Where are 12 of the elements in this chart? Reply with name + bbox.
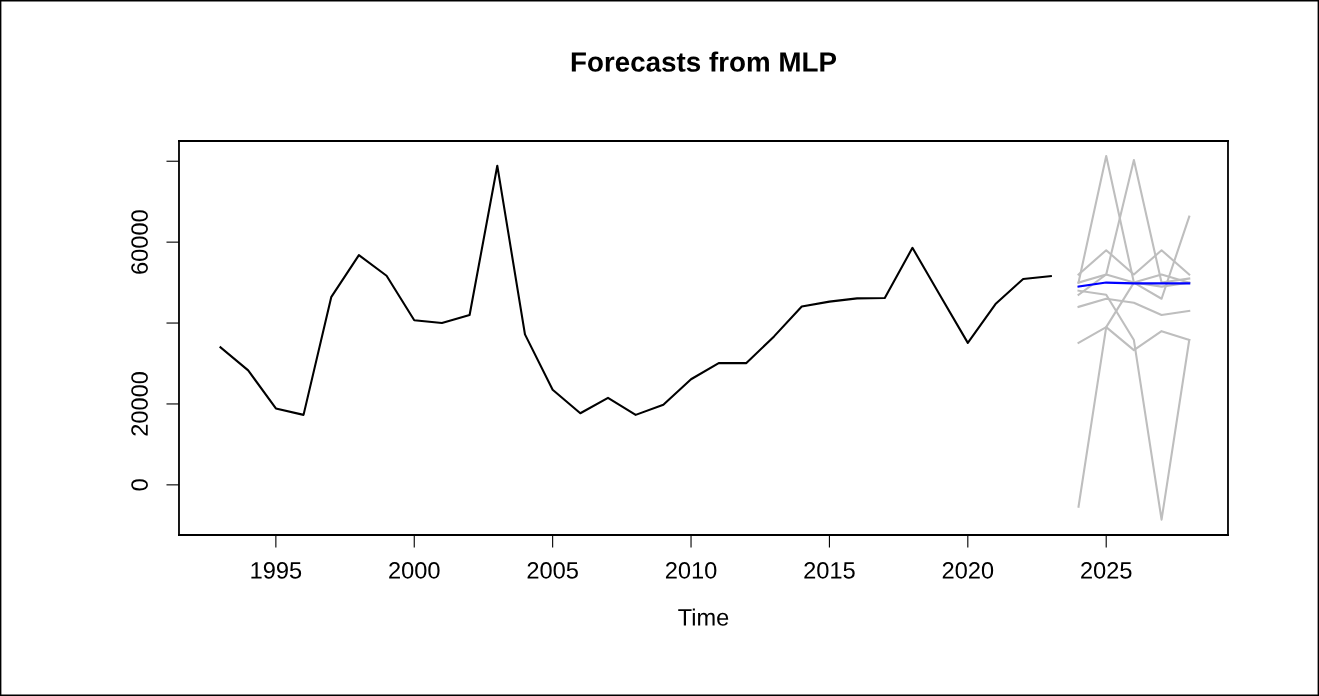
chart-title: Forecasts from MLP — [571, 51, 837, 72]
x-tick-label: 2010 — [665, 562, 717, 579]
x-tick-label: 2015 — [804, 562, 855, 579]
x-tick-label: 2005 — [527, 562, 578, 579]
y-tick-label: 0 — [131, 479, 148, 491]
x-axis-title: Time — [678, 608, 729, 626]
x-tick-label: 2020 — [942, 562, 994, 579]
x-tick-label: 2000 — [389, 562, 440, 579]
y-tick-label: 60000 — [131, 210, 148, 274]
y-tick-label: 20000 — [131, 372, 148, 436]
x-tick-label: 1995 — [251, 562, 302, 579]
x-tick-label: 2025 — [1081, 562, 1132, 579]
